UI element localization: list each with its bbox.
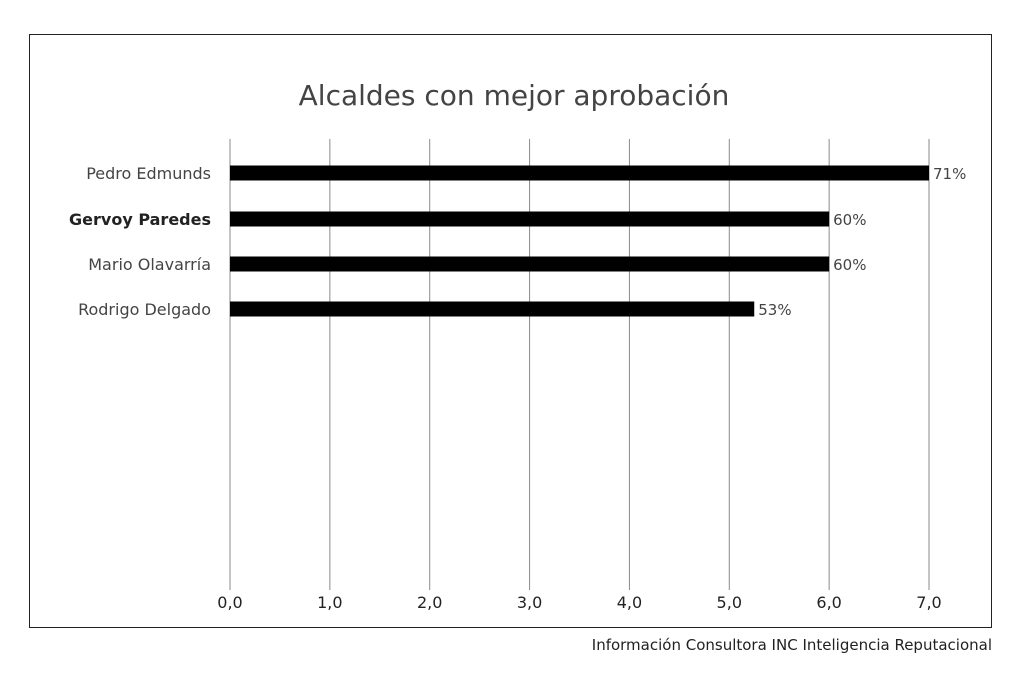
bar [230, 211, 830, 227]
chart-frame: Alcaldes con mejor aprobación Pedro Edmu… [29, 34, 992, 628]
x-tick-label: 5,0 [717, 593, 742, 612]
chart-title: Alcaldes con mejor aprobación [299, 79, 730, 112]
bar-chart: Alcaldes con mejor aprobación Pedro Edmu… [69, 79, 966, 612]
data-labels: 71% 60% 60% 53% [758, 165, 966, 319]
x-tick-label: 4,0 [617, 593, 642, 612]
x-tick-label: 7,0 [916, 593, 941, 612]
x-tick-label: 0,0 [217, 593, 242, 612]
x-tick-label: 1,0 [317, 593, 342, 612]
bars [230, 165, 929, 317]
bar [230, 165, 929, 181]
data-label: 60% [833, 211, 866, 229]
x-axis-ticks: 0,0 1,0 2,0 3,0 4,0 5,0 6,0 7,0 [217, 593, 941, 612]
bar [230, 301, 755, 317]
bar [230, 256, 830, 272]
x-tick-label: 6,0 [816, 593, 841, 612]
source-note: Información Consultora INC Inteligencia … [591, 636, 992, 654]
category-label: Mario Olavarría [88, 255, 211, 274]
data-label: 53% [758, 301, 791, 319]
x-tick-label: 2,0 [417, 593, 442, 612]
category-label: Gervoy Paredes [69, 210, 211, 229]
category-label: Pedro Edmunds [86, 164, 211, 183]
grid-lines [229, 139, 930, 590]
data-label: 60% [833, 256, 866, 274]
category-label: Rodrigo Delgado [78, 300, 211, 319]
x-tick-label: 3,0 [517, 593, 542, 612]
category-labels: Pedro Edmunds Gervoy Paredes Mario Olavarr… [69, 164, 211, 319]
data-label: 71% [933, 165, 966, 183]
